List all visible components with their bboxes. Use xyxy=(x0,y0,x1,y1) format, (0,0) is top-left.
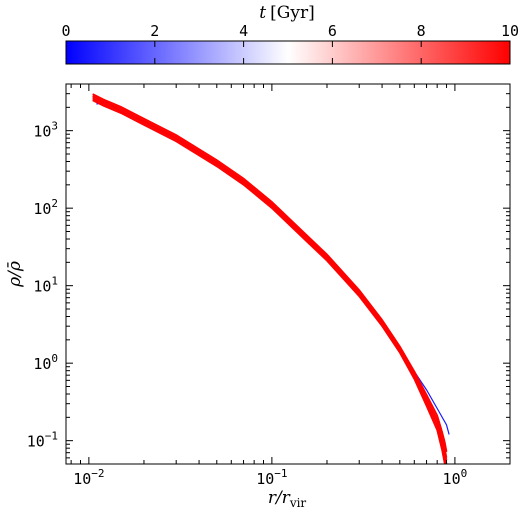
series-line-late xyxy=(92,95,448,461)
x-tick-label: 10−2 xyxy=(73,467,104,488)
series-line-late xyxy=(92,96,448,464)
colorbar-tick-label: 4 xyxy=(239,22,248,40)
y-tick-label: 102 xyxy=(33,197,58,218)
series-line-late xyxy=(92,98,447,464)
colorbar-tick-label: 10 xyxy=(501,22,519,40)
colorbar-label-var: t xyxy=(259,3,266,23)
colorbar-label-unit: [Gyr] xyxy=(270,3,315,23)
x-axis-label: r/rvir xyxy=(268,488,307,510)
colorbar-tick-label: 2 xyxy=(150,22,159,40)
series-line-early xyxy=(96,101,450,435)
y-tick-label: 101 xyxy=(33,275,58,296)
series-line-late xyxy=(92,94,448,458)
series-line-late xyxy=(92,93,448,453)
y-tick-label: 103 xyxy=(33,120,58,141)
series-line-late xyxy=(92,97,447,464)
x-tick-label: 100 xyxy=(443,467,468,488)
colorbar-gradient xyxy=(65,40,511,65)
series-line-late xyxy=(92,93,448,452)
colorbar-tick-label: 8 xyxy=(417,22,426,40)
axes-frame xyxy=(65,83,511,465)
y-tick-label: 10−1 xyxy=(27,430,58,451)
series-line-late xyxy=(92,99,446,464)
y-axis-label: ρ/ρ̄ xyxy=(5,261,25,288)
y-tick-label: 100 xyxy=(33,352,58,373)
x-axis-label-sub: vir xyxy=(289,496,307,510)
x-tick-label: 10−1 xyxy=(256,467,287,488)
plot-area: 10−2 10−1 100 10−1 100 101 102 103 r/rvir ρ/ρ̄ xyxy=(5,83,511,510)
colorbar-tick-label: 6 xyxy=(328,22,337,40)
colorbar-label: t [Gyr] xyxy=(259,3,314,23)
series-line-late xyxy=(92,99,446,464)
colorbar-tick-label: 0 xyxy=(61,22,70,40)
colorbar: t [Gyr] 0 2 4 6 8 10 xyxy=(61,3,519,65)
